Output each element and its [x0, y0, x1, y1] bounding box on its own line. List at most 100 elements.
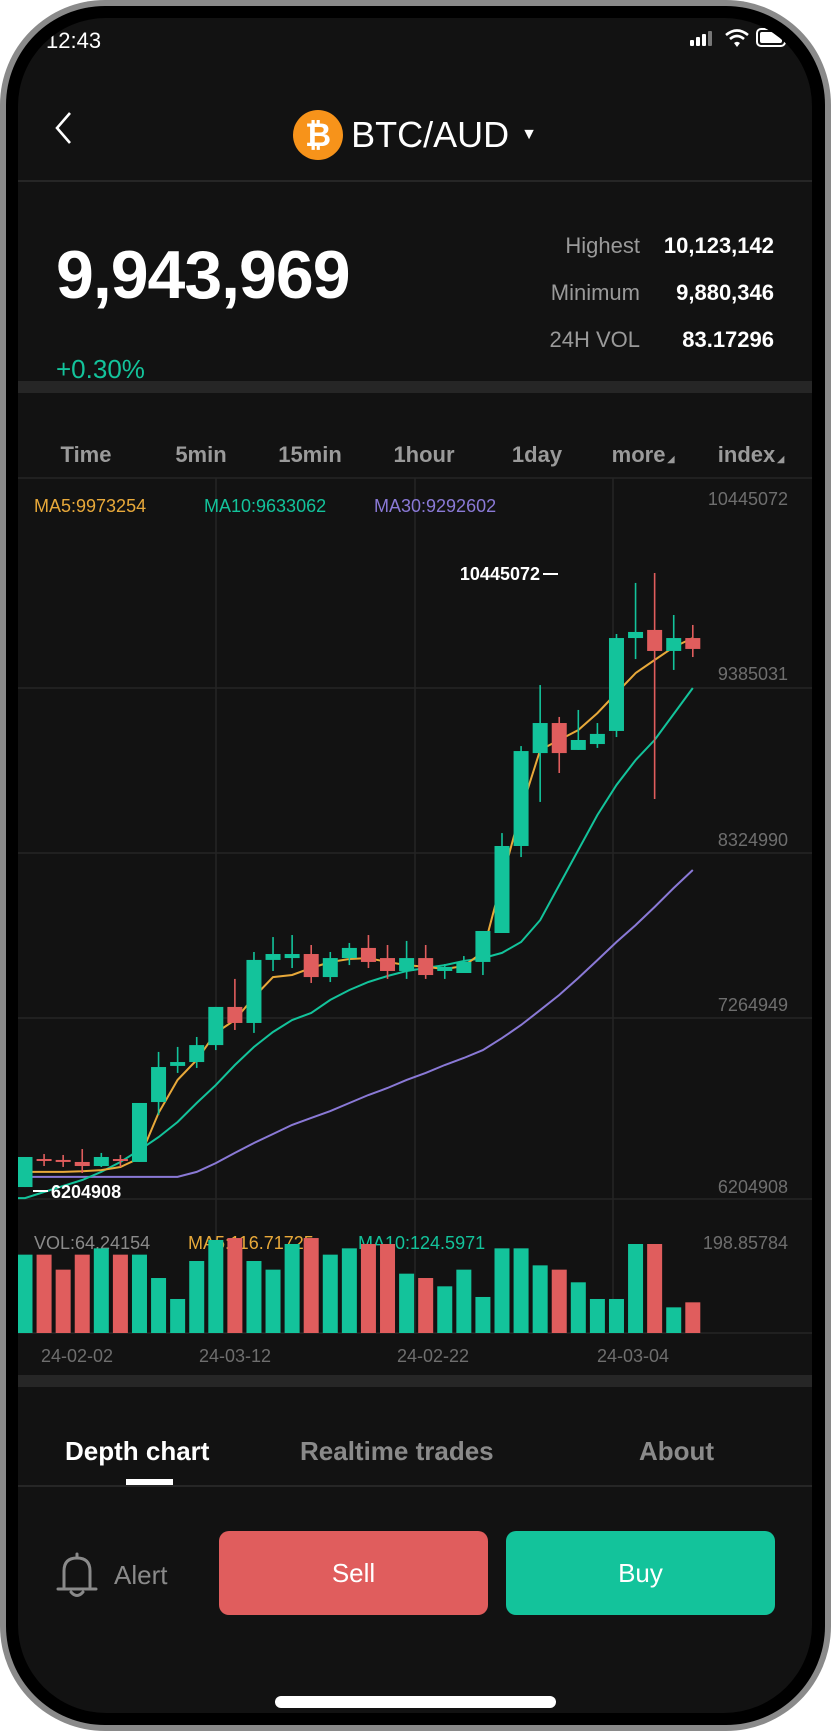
- more-label: more: [611, 442, 666, 467]
- home-indicator[interactable]: [275, 1696, 556, 1708]
- volume-bar: [418, 1278, 434, 1333]
- y-tick: 6204908: [718, 1177, 788, 1197]
- tab-depth-chart[interactable]: Depth chart: [65, 1436, 210, 1466]
- candle-body: [494, 845, 510, 934]
- candle: [322, 951, 338, 983]
- volume-bar: [246, 1261, 262, 1333]
- candle-body: [322, 958, 338, 978]
- index-label: index: [717, 442, 776, 467]
- timeframe-more[interactable]: more ◢: [612, 442, 675, 468]
- ma30-line: [18, 869, 694, 1178]
- candle-body: [18, 1156, 33, 1188]
- volume-bar: [532, 1265, 548, 1333]
- alert-button[interactable]: Alert: [54, 1551, 167, 1599]
- timeframe-1hour[interactable]: 1hour: [393, 442, 455, 467]
- legend-ma10: MA10:9633062: [204, 496, 326, 516]
- timeframe-1day[interactable]: 1day: [511, 442, 563, 467]
- volume-bar: [608, 1298, 624, 1333]
- x-tick: 24-03-04: [597, 1346, 669, 1366]
- candle: [55, 1154, 71, 1167]
- candle: [437, 963, 453, 979]
- legend-ma5: MA5:9973254: [34, 496, 146, 516]
- candle-body: [93, 1156, 109, 1167]
- pair-title: BTC/AUD: [351, 114, 510, 155]
- price-change: +0.30%: [56, 354, 145, 384]
- candle-body: [265, 954, 281, 960]
- pair-selector[interactable]: ₿ BTC/AUD ▼: [18, 110, 812, 160]
- volume-legend: VOL:64.24154: [34, 1233, 150, 1253]
- candle: [227, 978, 243, 1030]
- candle: [666, 615, 682, 670]
- timeframe-index[interactable]: index ◢: [718, 442, 784, 468]
- volume-bar: [170, 1298, 186, 1333]
- timeframe-15min[interactable]: 15min: [278, 442, 342, 467]
- y-tick: 7264949: [718, 995, 788, 1015]
- candle: [647, 572, 663, 799]
- volume-bar: [303, 1238, 319, 1333]
- volume-bar: [589, 1298, 605, 1333]
- candle-body: [74, 1161, 90, 1167]
- caret-down-icon: ▼: [521, 126, 537, 143]
- candle-body: [475, 930, 491, 962]
- volume-bar: [112, 1254, 128, 1333]
- volume-bar: [284, 1243, 300, 1333]
- candle: [93, 1152, 109, 1167]
- candle-body: [360, 947, 376, 962]
- candle: [74, 1149, 90, 1174]
- chart-separator: [18, 1375, 812, 1387]
- candle: [399, 940, 415, 979]
- x-tick: 24-02-02: [41, 1346, 113, 1366]
- candle: [360, 935, 376, 969]
- signal-icon: [690, 30, 718, 53]
- volume-bar: [189, 1261, 205, 1333]
- buy-button[interactable]: Buy: [506, 1531, 775, 1615]
- candle: [18, 1156, 33, 1188]
- candle: [532, 685, 548, 802]
- sell-button[interactable]: Sell: [219, 1531, 488, 1615]
- volume-bar: [551, 1269, 567, 1333]
- candle-body: [380, 958, 396, 971]
- stat-value-minimum: 9,880,346: [676, 280, 774, 305]
- x-tick: 24-03-12: [199, 1346, 271, 1366]
- tab-about[interactable]: About: [639, 1436, 715, 1466]
- candle: [608, 633, 624, 738]
- candle: [284, 935, 300, 969]
- timeframe-time[interactable]: Time: [60, 442, 112, 467]
- volume-bar: [360, 1243, 376, 1333]
- timeframe-5min[interactable]: 5min: [175, 442, 227, 467]
- candle-body: [456, 961, 472, 974]
- x-tick: 24-02-22: [397, 1346, 469, 1366]
- candle-body: [647, 629, 663, 651]
- volume-bar: [227, 1238, 243, 1333]
- tab-realtime-trades[interactable]: Realtime trades: [300, 1436, 494, 1466]
- kline-chart[interactable]: MA5:9973254 MA10:9633062 MA30:9292602 10…: [18, 18, 812, 1398]
- dropdown-triangle-icon: ◢: [777, 454, 785, 464]
- candle: [551, 716, 567, 773]
- grid: [18, 477, 812, 1334]
- candle: [456, 956, 472, 974]
- alert-label: Alert: [114, 1559, 168, 1590]
- battery-icon: [756, 28, 790, 53]
- status-time: 12:43: [46, 28, 102, 53]
- max-price-marker: 10445072: [460, 564, 540, 584]
- candle: [418, 944, 434, 979]
- candle-body: [532, 723, 548, 754]
- candle: [36, 1154, 52, 1167]
- candle: [112, 1154, 128, 1167]
- back-button[interactable]: [52, 110, 74, 151]
- volume-bar: [570, 1282, 586, 1333]
- candle: [628, 582, 644, 660]
- candle-body: [303, 954, 319, 978]
- volume-bar: [131, 1254, 147, 1333]
- header-divider: [18, 180, 812, 182]
- volume-bar: [18, 1254, 33, 1333]
- dropdown-triangle-icon: ◢: [667, 454, 675, 464]
- candle-body: [399, 958, 415, 971]
- candle-body: [227, 1006, 243, 1023]
- y-tick: 10445072: [708, 489, 788, 509]
- volume-bar: [475, 1296, 491, 1333]
- candle-body: [513, 751, 529, 846]
- candle: [341, 942, 357, 966]
- volume-bar: [151, 1278, 167, 1333]
- candle-body: [628, 631, 644, 639]
